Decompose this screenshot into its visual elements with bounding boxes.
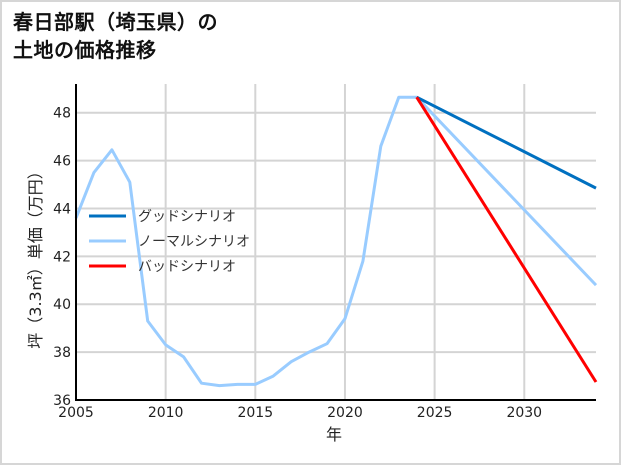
series-line-1 [74, 95, 598, 388]
legend-label: ノーマルシナリオ [138, 234, 250, 250]
series-line-2 [415, 96, 598, 383]
chart-title-line2: 土地の価格推移 [13, 38, 157, 62]
legend-item: ノーマルシナリオ [89, 234, 250, 250]
tick-labels: 36 38 40 42 44 46 48 2005 2010 2015 2020 2025 2030 [53, 106, 542, 421]
chart-title: 春日部駅（埼玉県）の 土地の価格推移 [13, 8, 218, 64]
x-tick-label: 2005 [58, 405, 94, 421]
legend-item: バッドシナリオ [89, 259, 236, 275]
y-tick-label: 42 [53, 249, 71, 265]
y-axis-label: 坪（3.3㎡）単価（万円） [26, 163, 45, 348]
x-tick-label: 2015 [237, 405, 273, 421]
y-tick-label: 38 [53, 345, 71, 361]
series-line-0 [416, 95, 597, 190]
x-axis-label: 年 [326, 425, 342, 444]
legend-label: バッドシナリオ [138, 259, 236, 275]
x-tick-label: 2030 [506, 405, 542, 421]
legend-label: グッドシナリオ [138, 209, 236, 225]
chart-title-line1: 春日部駅（埼玉県）の [13, 10, 218, 34]
y-tick-label: 48 [53, 106, 71, 122]
y-tick-label: 44 [53, 201, 71, 217]
legend-item: グッドシナリオ [89, 209, 236, 225]
series-lines [74, 95, 598, 388]
y-tick-label: 36 [53, 393, 71, 409]
x-tick-label: 2020 [327, 405, 363, 421]
grid-lines [76, 84, 596, 400]
y-tick-label: 40 [53, 297, 71, 313]
y-tick-label: 46 [53, 154, 71, 170]
axes [75, 84, 596, 401]
x-tick-label: 2010 [148, 405, 184, 421]
x-tick-label: 2025 [417, 405, 453, 421]
